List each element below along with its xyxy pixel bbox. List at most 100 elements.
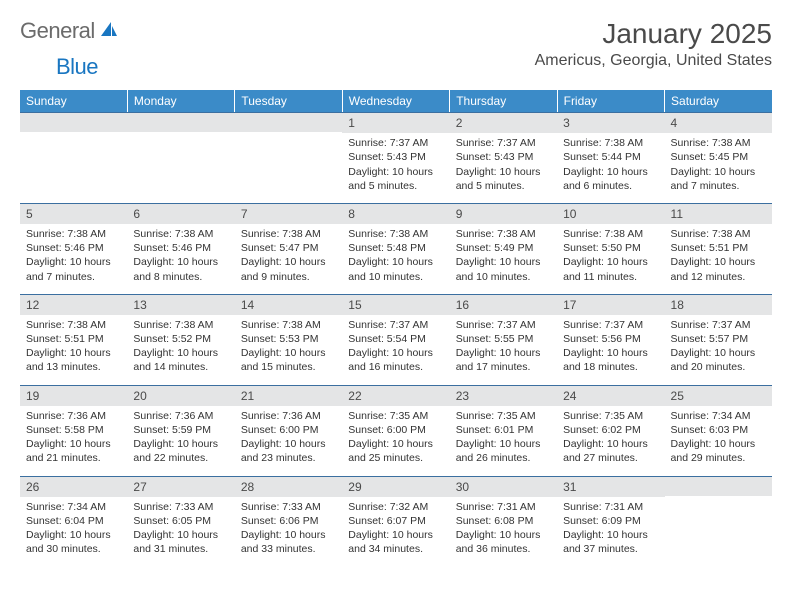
calendar-day-empty — [235, 112, 342, 199]
sunset-line: Sunset: 6:06 PM — [241, 514, 336, 528]
day-body: Sunrise: 7:33 AMSunset: 6:06 PMDaylight:… — [235, 497, 342, 563]
daylight-line: Daylight: 10 hours and 30 minutes. — [26, 528, 121, 556]
day-number: 30 — [450, 476, 557, 497]
sunset-line: Sunset: 5:51 PM — [26, 332, 121, 346]
calendar-day: 7Sunrise: 7:38 AMSunset: 5:47 PMDaylight… — [235, 203, 342, 290]
day-number: 19 — [20, 385, 127, 406]
day-body: Sunrise: 7:36 AMSunset: 6:00 PMDaylight:… — [235, 406, 342, 472]
day-number: 3 — [557, 112, 664, 133]
sunrise-line: Sunrise: 7:37 AM — [456, 136, 551, 150]
sunrise-line: Sunrise: 7:37 AM — [348, 318, 443, 332]
calendar-day: 21Sunrise: 7:36 AMSunset: 6:00 PMDayligh… — [235, 385, 342, 472]
sunrise-line: Sunrise: 7:34 AM — [671, 409, 766, 423]
location: Americus, Georgia, United States — [535, 52, 772, 70]
day-body: Sunrise: 7:35 AMSunset: 6:00 PMDaylight:… — [342, 406, 449, 472]
sunset-line: Sunset: 5:57 PM — [671, 332, 766, 346]
daylight-line: Daylight: 10 hours and 14 minutes. — [133, 346, 228, 374]
sunrise-line: Sunrise: 7:38 AM — [348, 227, 443, 241]
day-number: 13 — [127, 294, 234, 315]
sunset-line: Sunset: 5:56 PM — [563, 332, 658, 346]
day-body: Sunrise: 7:37 AMSunset: 5:54 PMDaylight:… — [342, 315, 449, 381]
sunrise-line: Sunrise: 7:38 AM — [671, 227, 766, 241]
day-number: 4 — [665, 112, 772, 133]
sunset-line: Sunset: 5:43 PM — [456, 150, 551, 164]
calendar-week: 5Sunrise: 7:38 AMSunset: 5:46 PMDaylight… — [20, 203, 772, 290]
calendar-day: 11Sunrise: 7:38 AMSunset: 5:51 PMDayligh… — [665, 203, 772, 290]
day-body: Sunrise: 7:34 AMSunset: 6:04 PMDaylight:… — [20, 497, 127, 563]
sunrise-line: Sunrise: 7:36 AM — [241, 409, 336, 423]
weekday-header: Sunday — [20, 90, 127, 112]
sunset-line: Sunset: 5:52 PM — [133, 332, 228, 346]
calendar-day: 13 Sunrise: 7:38 AMSunset: 5:52 PMDayligh… — [127, 294, 234, 381]
daylight-line: Daylight: 10 hours and 9 minutes. — [241, 255, 336, 283]
sunrise-line: Sunrise: 7:38 AM — [241, 318, 336, 332]
day-number-empty — [20, 112, 127, 132]
sunset-line: Sunset: 6:04 PM — [26, 514, 121, 528]
day-number: 29 — [342, 476, 449, 497]
sunrise-line: Sunrise: 7:34 AM — [26, 500, 121, 514]
daylight-line: Daylight: 10 hours and 7 minutes. — [671, 165, 766, 193]
daylight-line: Daylight: 10 hours and 33 minutes. — [241, 528, 336, 556]
sunrise-line: Sunrise: 7:38 AM — [671, 136, 766, 150]
sunrise-line: Sunrise: 7:37 AM — [456, 318, 551, 332]
day-body: Sunrise: 7:31 AMSunset: 6:09 PMDaylight:… — [557, 497, 664, 563]
day-number: 24 — [557, 385, 664, 406]
sunrise-line: Sunrise: 7:36 AM — [133, 409, 228, 423]
sunset-line: Sunset: 6:00 PM — [241, 423, 336, 437]
day-number: 23 — [450, 385, 557, 406]
daylight-line: Daylight: 10 hours and 16 minutes. — [348, 346, 443, 374]
daylight-line: Daylight: 10 hours and 12 minutes. — [671, 255, 766, 283]
day-body: Sunrise: 7:34 AMSunset: 6:03 PMDaylight:… — [665, 406, 772, 472]
calendar-day: 27Sunrise: 7:33 AMSunset: 6:05 PMDayligh… — [127, 476, 234, 563]
day-body: Sunrise: 7:35 AMSunset: 6:01 PMDaylight:… — [450, 406, 557, 472]
calendar-day: 26Sunrise: 7:34 AMSunset: 6:04 PMDayligh… — [20, 476, 127, 563]
logo-text-blue: Blue — [56, 54, 98, 79]
day-number: 27 — [127, 476, 234, 497]
sunset-line: Sunset: 5:55 PM — [456, 332, 551, 346]
day-body: Sunrise: 7:31 AMSunset: 6:08 PMDaylight:… — [450, 497, 557, 563]
calendar-day: 3Sunrise: 7:38 AMSunset: 5:44 PMDaylight… — [557, 112, 664, 199]
day-number: 14 — [235, 294, 342, 315]
daylight-line: Daylight: 10 hours and 29 minutes. — [671, 437, 766, 465]
sunset-line: Sunset: 5:45 PM — [671, 150, 766, 164]
day-number: 8 — [342, 203, 449, 224]
daylight-line: Daylight: 10 hours and 15 minutes. — [241, 346, 336, 374]
calendar-week: 26Sunrise: 7:34 AMSunset: 6:04 PMDayligh… — [20, 476, 772, 563]
day-body: Sunrise: 7:36 AMSunset: 5:58 PMDaylight:… — [20, 406, 127, 472]
calendar-day: 14Sunrise: 7:38 AMSunset: 5:53 PMDayligh… — [235, 294, 342, 381]
day-body: Sunrise: 7:38 AMSunset: 5:53 PMDaylight:… — [235, 315, 342, 381]
day-number: 1 — [342, 112, 449, 133]
sunset-line: Sunset: 5:54 PM — [348, 332, 443, 346]
daylight-line: Daylight: 10 hours and 8 minutes. — [133, 255, 228, 283]
daylight-line: Daylight: 10 hours and 7 minutes. — [26, 255, 121, 283]
calendar-page: General January 2025 Americus, Georgia, … — [0, 0, 792, 562]
calendar-day: 8Sunrise: 7:38 AMSunset: 5:48 PMDaylight… — [342, 203, 449, 290]
daylight-line: Daylight: 10 hours and 27 minutes. — [563, 437, 658, 465]
daylight-line: Daylight: 10 hours and 5 minutes. — [456, 165, 551, 193]
sunset-line: Sunset: 5:47 PM — [241, 241, 336, 255]
sunrise-line: Sunrise: 7:38 AM — [133, 318, 228, 332]
logo-sail-icon — [99, 20, 119, 43]
calendar-day: 25Sunrise: 7:34 AMSunset: 6:03 PMDayligh… — [665, 385, 772, 472]
day-body: Sunrise: 7:38 AMSunset: 5:47 PMDaylight:… — [235, 224, 342, 290]
day-number: 21 — [235, 385, 342, 406]
daylight-line: Daylight: 10 hours and 23 minutes. — [241, 437, 336, 465]
calendar-day-empty — [20, 112, 127, 199]
sunrise-line: Sunrise: 7:33 AM — [133, 500, 228, 514]
sunrise-line: Sunrise: 7:32 AM — [348, 500, 443, 514]
sunset-line: Sunset: 6:05 PM — [133, 514, 228, 528]
sunset-line: Sunset: 6:08 PM — [456, 514, 551, 528]
sunrise-line: Sunrise: 7:35 AM — [563, 409, 658, 423]
calendar-day: 6Sunrise: 7:38 AMSunset: 5:46 PMDaylight… — [127, 203, 234, 290]
calendar-day: 20Sunrise: 7:36 AMSunset: 5:59 PMDayligh… — [127, 385, 234, 472]
day-body: Sunrise: 7:38 AMSunset: 5:46 PMDaylight:… — [127, 224, 234, 290]
sunset-line: Sunset: 5:44 PM — [563, 150, 658, 164]
calendar-week: 19Sunrise: 7:36 AMSunset: 5:58 PMDayligh… — [20, 385, 772, 472]
day-number: 26 — [20, 476, 127, 497]
day-body: Sunrise: 7:38 AMSunset: 5:48 PMDaylight:… — [342, 224, 449, 290]
day-body: Sunrise: 7:37 AMSunset: 5:55 PMDaylight:… — [450, 315, 557, 381]
sunset-line: Sunset: 5:49 PM — [456, 241, 551, 255]
day-body: Sunrise: 7:33 AMSunset: 6:05 PMDaylight:… — [127, 497, 234, 563]
calendar-day: 10Sunrise: 7:38 AMSunset: 5:50 PMDayligh… — [557, 203, 664, 290]
day-number: 12 — [20, 294, 127, 315]
